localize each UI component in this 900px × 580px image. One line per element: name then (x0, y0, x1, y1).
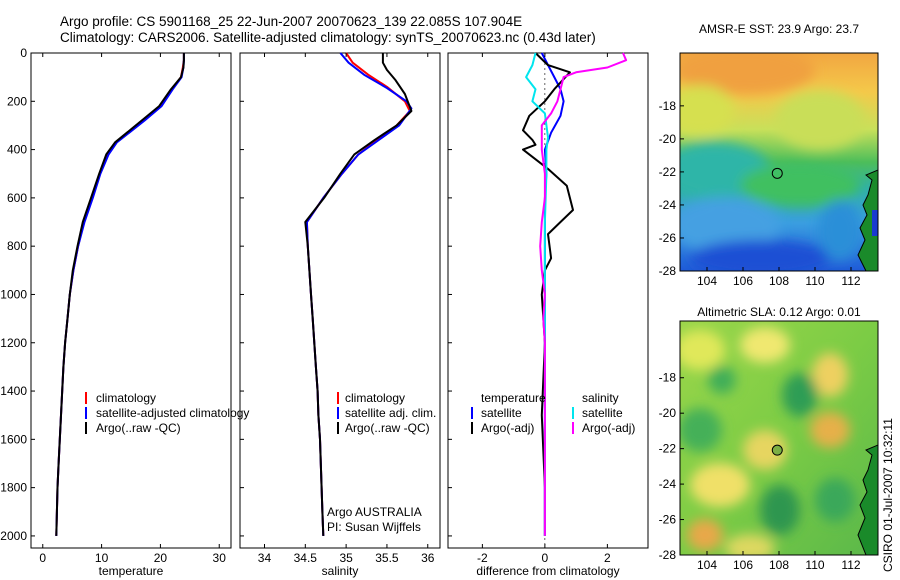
map-y-tick-label: -22 (659, 442, 677, 456)
map-y-tick-label: -24 (659, 198, 677, 212)
map-x-tick-label: 110 (805, 558, 824, 572)
map-x-tick-label: 108 (769, 558, 789, 572)
legend-salinity-header: salinity (582, 391, 619, 405)
legend-sal-argo: Argo(-adj) (582, 421, 635, 435)
y-tick-label: 2000 (0, 529, 27, 543)
sst-argo-marker (771, 167, 783, 179)
map-y-tick-label: -26 (659, 513, 677, 527)
map-x-tick-label: 104 (697, 558, 717, 572)
temperature-panel: 0 10 20 30 0 200 400 600 800 1000 1200 1400 1600 1800… (0, 46, 249, 578)
difference-legend: temperature satellite Argo(-adj) salinit… (471, 391, 635, 435)
map-x-tick-label: 112 (841, 558, 860, 572)
temperature-axes-box (30, 52, 232, 549)
y-tick-label: 1400 (0, 384, 27, 398)
y-tick-label: 1000 (0, 287, 27, 301)
map-y-tick-label: -26 (659, 231, 677, 245)
legend-temp-argo: Argo(-adj) (481, 421, 534, 435)
x-tick-label: 35.5 (375, 551, 399, 565)
y-tick-label: 800 (7, 239, 27, 253)
salinity-legend: climatology satellite adj. clim. Argo(..… (337, 391, 436, 435)
legend-satellite: satellite-adjusted climatology (96, 406, 249, 420)
difference-panel: -2 0 2 difference from climatology tempera… (447, 52, 649, 578)
legend-climatology: climatology (345, 391, 405, 405)
sla-map: Altimetric SLA: 0.12 Argo: 0.01 (659, 305, 879, 572)
series-line-argo-raw-qc- (55, 53, 185, 536)
y-tick-label: 1800 (0, 481, 27, 495)
map-y-tick-label: -20 (659, 406, 677, 420)
x-tick-label: 2 (604, 551, 611, 565)
x-tick-label: 10 (95, 551, 109, 565)
legend-argo: Argo(..raw -QC) (96, 421, 181, 435)
y-tick-label: 200 (7, 94, 27, 108)
sst-map: AMSR-E SST: 23.9 Argo: 23.7 104 106 108 110… (659, 22, 879, 288)
sla-argo-marker (771, 444, 783, 456)
map-y-tick-label: -18 (659, 371, 677, 385)
y-tick-label: 1600 (0, 432, 27, 446)
x-tick-label: 0 (39, 551, 46, 565)
temperature-xlabel: temperature (99, 564, 164, 578)
footer-credit: CSIRO 01-Jul-2007 10:32:11 (881, 418, 895, 572)
x-tick-label: -2 (477, 551, 488, 565)
x-tick-label: 20 (154, 551, 168, 565)
x-tick-label: 30 (213, 551, 227, 565)
salinity-panel: 34 34.5 35 35.5 36 salinity climatology sate… (239, 52, 441, 578)
y-tick-label: 400 (7, 143, 27, 157)
series-line-climatology (55, 53, 185, 536)
x-tick-label: 35 (339, 551, 353, 565)
series-line-temperature-argo-adj- (522, 52, 574, 536)
legend-argo: Argo(..raw -QC) (345, 421, 430, 435)
difference-xlabel: difference from climatology (476, 564, 619, 578)
series-line-climatology (305, 52, 411, 536)
salinity-xlabel: salinity (322, 564, 359, 578)
difference-axes-box (447, 52, 649, 549)
legend-temp-satellite: satellite (481, 406, 522, 420)
series-line-salinity-argo-adj- (539, 52, 628, 536)
annotation-pi: PI: Susan Wijffels (327, 520, 421, 534)
map-y-tick-label: -22 (659, 165, 677, 179)
x-tick-label: 36 (421, 551, 435, 565)
x-tick-label: 34 (258, 551, 272, 565)
legend-sal-satellite: satellite (582, 406, 623, 420)
y-tick-label: 0 (20, 46, 27, 60)
y-tick-label: 1200 (0, 336, 27, 350)
annotation-argo-australia: Argo AUSTRALIA (327, 505, 422, 519)
map-y-tick-label: -28 (659, 548, 677, 562)
temperature-legend: climatology satellite-adjusted climatolo… (85, 391, 249, 435)
sla-field (680, 321, 878, 555)
series-line-argo-raw-qc- (304, 53, 413, 536)
header-line-2: Climatology: CARS2006. Satellite-adjuste… (60, 30, 596, 45)
map-x-tick-label: 106 (733, 274, 753, 288)
series-line-satellite-adjusted-climatology (55, 53, 185, 536)
x-tick-label: 34.5 (294, 551, 318, 565)
map-y-tick-label: -28 (659, 264, 677, 278)
x-tick-label: 0 (542, 551, 549, 565)
map-x-tick-label: 110 (805, 274, 824, 288)
y-tick-label: 600 (7, 191, 27, 205)
legend-temperature-header: temperature (481, 391, 546, 405)
salinity-axes-box (239, 52, 441, 549)
legend-satellite: satellite adj. clim. (345, 406, 436, 420)
sla-map-title: Altimetric SLA: 0.12 Argo: 0.01 (697, 305, 861, 319)
map-y-tick-label: -20 (659, 132, 677, 146)
map-y-tick-label: -18 (659, 99, 677, 113)
map-x-tick-label: 104 (697, 274, 717, 288)
header-line-1: Argo profile: CS 5901168_25 22-Jun-2007 … (60, 14, 522, 29)
sst-map-title: AMSR-E SST: 23.9 Argo: 23.7 (699, 22, 859, 36)
map-x-tick-label: 106 (733, 558, 753, 572)
map-y-tick-label: -24 (659, 477, 677, 491)
legend-climatology: climatology (96, 391, 156, 405)
map-x-tick-label: 112 (841, 274, 860, 288)
sst-field (680, 53, 878, 271)
map-x-tick-label: 108 (769, 274, 789, 288)
